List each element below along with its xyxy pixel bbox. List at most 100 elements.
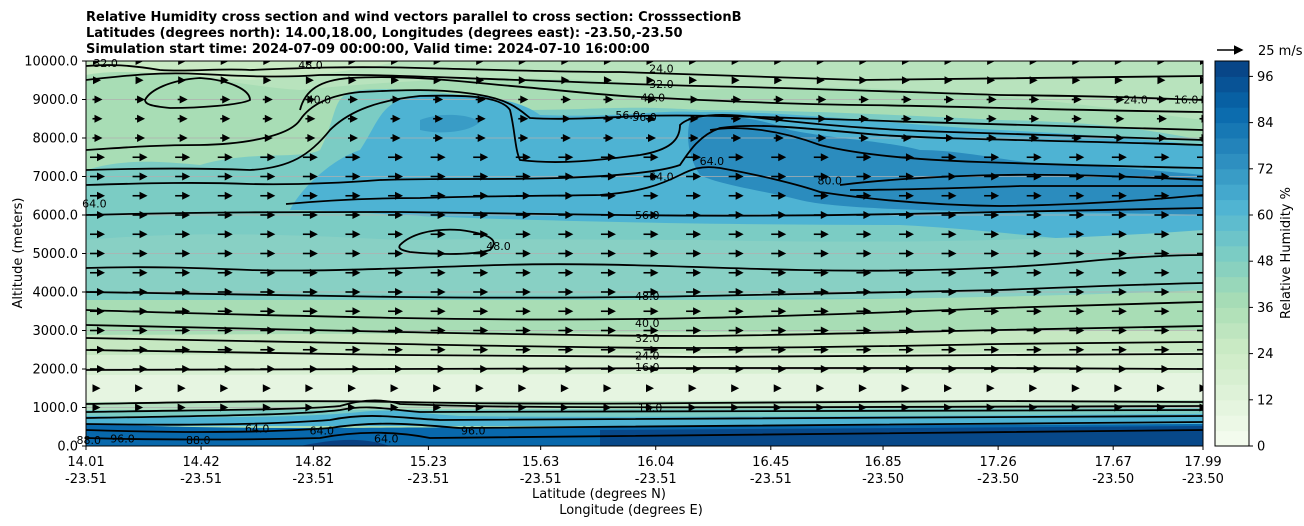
wind-arrow-head (991, 345, 1000, 354)
wind-arrow-head (859, 76, 868, 85)
wind-arrow-head (182, 153, 191, 162)
wind-arrow (944, 134, 955, 142)
wind-arrow (1026, 288, 1042, 296)
wind-arrow-head (1076, 326, 1085, 335)
wind-arrow (646, 76, 655, 85)
wind-arrow-head (480, 211, 489, 219)
wind-arrow-head (522, 326, 531, 335)
wind-arrow (941, 191, 957, 200)
wind-arrow (302, 211, 318, 219)
colorbar-band (1215, 276, 1249, 293)
wind-arrow-head (1076, 230, 1085, 239)
wind-arrow (986, 95, 997, 104)
wind-arrow-head (901, 403, 910, 412)
wind-arrow-head (773, 384, 782, 393)
wind-arrow-head (477, 134, 486, 142)
wind-arrow-head (395, 230, 404, 239)
wind-arrow (643, 307, 659, 316)
wind-arrow-head (267, 268, 276, 277)
wind-arrow-head (1204, 192, 1212, 200)
x-tick-label-lon: -23.51 (65, 472, 107, 487)
wind-arrow (132, 230, 148, 239)
wind-arrow (688, 134, 699, 142)
wind-arrow-head (603, 76, 612, 85)
wind-arrow-head (650, 288, 659, 296)
wind-arrow (345, 211, 361, 219)
wind-arrow (1111, 172, 1127, 181)
wind-arrow-head (437, 172, 446, 181)
wind-arrow (92, 134, 103, 142)
wind-arrow-head (1200, 76, 1203, 85)
wind-arrow (132, 365, 148, 373)
wind-arrow-head (648, 114, 656, 123)
wind-arrow-head (650, 268, 659, 277)
contour-label: 40.0 (307, 94, 332, 107)
wind-arrow (600, 365, 616, 373)
wind-arrow-head (733, 95, 742, 104)
wind-arrow (728, 345, 744, 354)
wind-arrow-head (778, 249, 787, 258)
wind-arrow (347, 95, 358, 104)
colorbar-frame (1214, 60, 1250, 447)
wind-arrow (643, 365, 659, 373)
wind-arrow (302, 326, 318, 335)
wind-arrow-head (348, 61, 357, 65)
wind-arrow (1029, 134, 1040, 142)
wind-arrow-head (607, 211, 616, 219)
wind-arrow (515, 365, 531, 373)
wind-arrow-head (307, 114, 316, 123)
wind-arrow-head (991, 365, 1000, 373)
colorbar-band (1215, 230, 1249, 247)
wind-arrow (558, 365, 574, 373)
wind-arrow-head (1076, 307, 1085, 316)
colorbar-tick-label: 48 (1257, 255, 1274, 270)
wind-arrow-head (522, 345, 531, 354)
wind-arrow-head (1161, 307, 1170, 316)
colorbar-tick-label: 60 (1257, 209, 1274, 224)
wind-arrow (391, 76, 400, 85)
wind-arrow-head (735, 249, 744, 258)
wind-arrow-head (264, 134, 273, 142)
wind-arrow-head (944, 76, 953, 85)
wind-arrow (1026, 307, 1042, 316)
wind-arrow-head (688, 403, 697, 412)
wind-arrow-head (991, 191, 1000, 200)
wind-arrow (688, 384, 697, 393)
wind-arrow (898, 326, 914, 335)
wind-arrow (813, 365, 829, 373)
wind-arrow (771, 249, 787, 258)
wind-arrow (177, 95, 188, 104)
contour-label: 48.0 (298, 59, 323, 72)
wind-arrow-head (1161, 326, 1170, 335)
title-line-3: Simulation start time: 2024-07-09 00:00:… (86, 42, 650, 57)
wind-arrow-head (820, 172, 829, 181)
colorbar-bands (1214, 60, 1250, 447)
wind-arrow-head (607, 153, 616, 162)
wind-arrow-head (1114, 76, 1123, 85)
wind-arrow (262, 95, 273, 104)
wind-arrow (475, 95, 486, 104)
wind-arrow (984, 153, 1000, 162)
x-tick-label-lat: 14.82 (295, 455, 332, 470)
wind-arrow-head (93, 76, 101, 85)
wind-arrow (217, 153, 233, 162)
contour-line (86, 324, 1203, 337)
wind-arrow (1114, 403, 1123, 412)
wind-arrow-head (437, 153, 446, 162)
wind-arrow (473, 268, 489, 277)
wind-arrow-head (135, 61, 144, 65)
wind-arrow (1071, 384, 1080, 393)
contour-label: 16.0 (635, 361, 660, 374)
y-tick-label: 7000.0 (33, 170, 79, 185)
wind-arrow-head (991, 172, 1000, 181)
wind-arrow-head (1118, 307, 1127, 316)
wind-arrow-head (607, 307, 616, 316)
wind-arrow (813, 211, 829, 219)
colorbar-band (1215, 107, 1249, 124)
wind-arrow (390, 384, 399, 393)
wind-arrow (560, 95, 571, 104)
wind-arrow-head (522, 191, 531, 200)
wind-arrow (178, 76, 187, 85)
wind-arrow (260, 288, 276, 296)
